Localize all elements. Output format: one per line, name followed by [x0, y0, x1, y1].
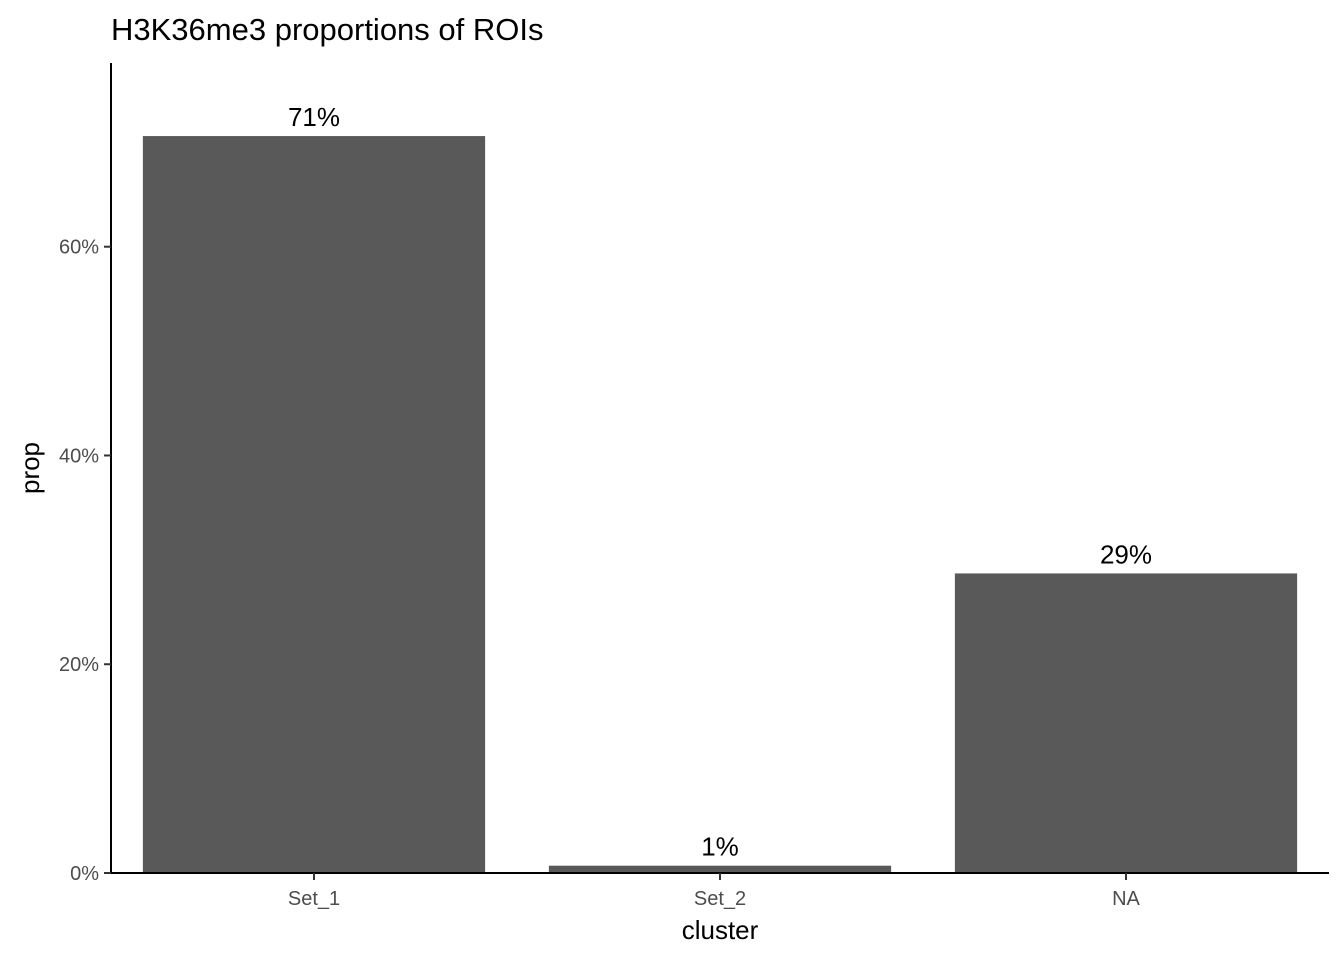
x-tick-label: Set_2 [694, 888, 746, 910]
y-tick-label: 20% [59, 654, 99, 676]
data-labels-group: 71% 1% 29% [288, 102, 1152, 862]
plot-area: 71% 1% 29% [142, 102, 1298, 873]
bars-group [142, 136, 1298, 873]
x-tick-label: Set_1 [288, 888, 340, 910]
y-axis-ticks: 0% 20% 40% 60% [59, 237, 111, 885]
bar-set-2 [548, 865, 892, 873]
chart-title: H3K36me3 proportions of ROIs [111, 12, 544, 47]
bar-na [954, 573, 1298, 873]
y-tick-label: 0% [70, 863, 99, 885]
x-tick-label: NA [1112, 888, 1140, 910]
bar-set-1 [142, 136, 486, 873]
data-label-set-2: 1% [701, 832, 739, 862]
y-axis-title: prop [15, 442, 45, 494]
data-label-na: 29% [1100, 539, 1152, 569]
x-axis-ticks: Set_1 Set_2 NA [288, 873, 1141, 910]
y-tick-label: 40% [59, 445, 99, 467]
y-tick-label: 60% [59, 237, 99, 259]
x-axis-title: cluster [682, 915, 759, 945]
data-label-set-1: 71% [288, 102, 340, 132]
